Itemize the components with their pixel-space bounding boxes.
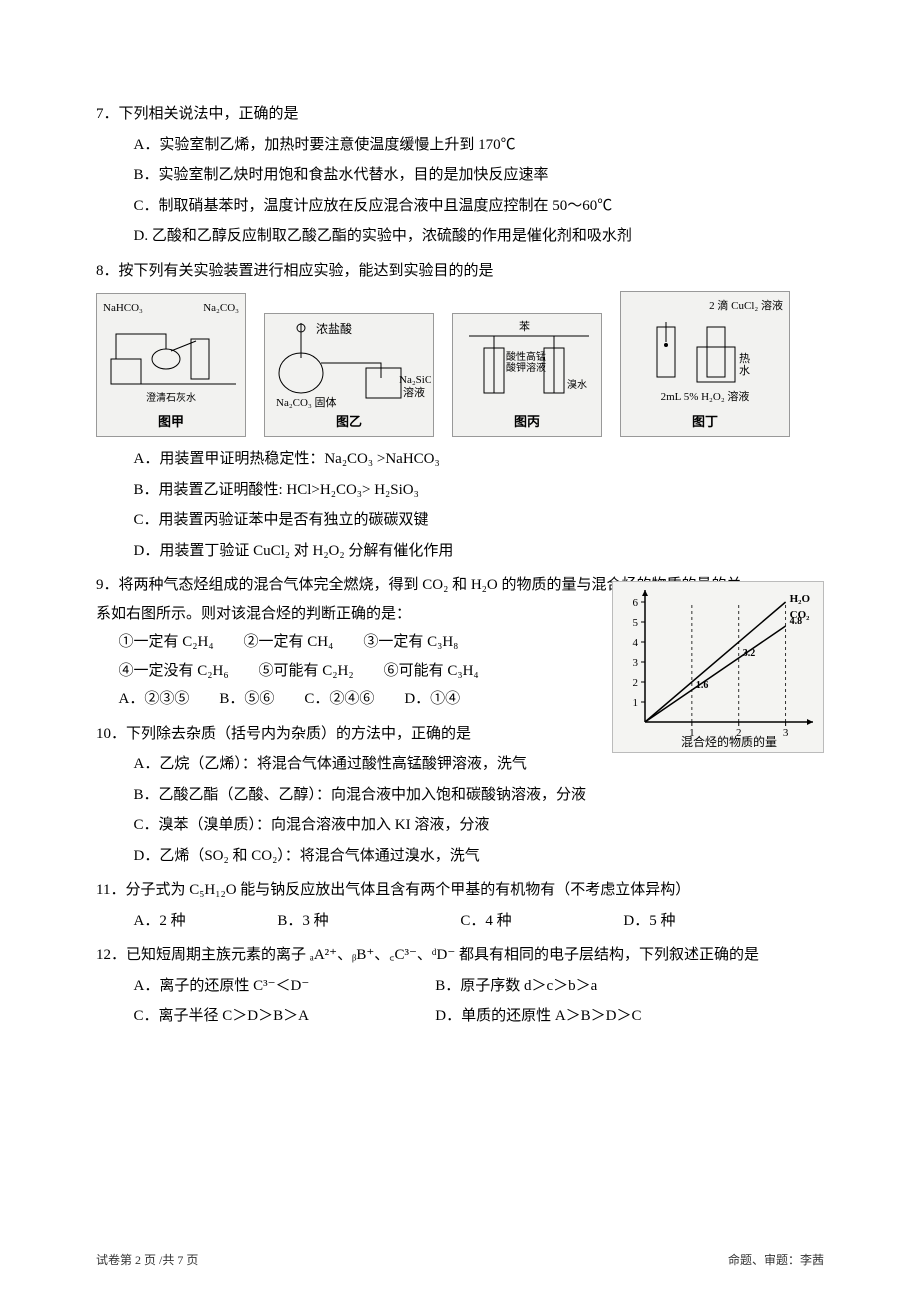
- q7-opt-b: B．实验室制乙炔时用饱和食盐水代替水，目的是加快反应速率: [96, 161, 824, 190]
- apparatus-ding-icon: 热 水: [627, 317, 787, 387]
- fig-yi-t4: Na₂CO₃ 固体: [276, 395, 337, 408]
- fig-ding-t2: 热: [739, 352, 750, 365]
- figure-yi: 浓盐酸 Na₂SiO₃ 溶液 Na₂CO₃ 固体 图乙: [264, 313, 434, 438]
- fig-ding-t1: 2 滴 CuCl₂ 溶液: [627, 296, 783, 317]
- svg-text:4.8: 4.8: [790, 616, 803, 627]
- fig-jia-label1: NaHCO₃: [103, 298, 143, 319]
- fig-ding-caption: 图丁: [627, 410, 783, 435]
- question-7: 7．下列相关说法中，正确的是 A．实验室制乙烯，加热时要注意使温度缓慢上升到 1…: [96, 100, 824, 251]
- q11-stem: 11．分子式为 C₅H₁₂O 能与钠反应放出气体且含有两个甲基的有机物有（不考虑…: [96, 876, 824, 905]
- svg-text:3.2: 3.2: [743, 648, 756, 659]
- fig-bing-t4: 溴水: [567, 378, 587, 391]
- q12-opt-d: D．单质的还原性 A＞B＞D＞C: [435, 1002, 641, 1031]
- fig-bing-t3: 酸钾溶液: [506, 361, 546, 374]
- footer-right: 命题、审题：李茜: [728, 1249, 824, 1272]
- q11-opt-b: B．3 种: [277, 907, 328, 936]
- q7-stem: 7．下列相关说法中，正确的是: [96, 100, 824, 129]
- q10-opt-a: A．乙烷（乙烯）：将混合气体通过酸性高锰酸钾溶液，洗气: [96, 750, 824, 779]
- q12-opt-c: C．离子半径 C＞D＞B＞A: [134, 1002, 394, 1031]
- apparatus-bing-icon: 苯 酸性高锰 酸钾溶液 溴水: [459, 318, 599, 408]
- fig-jia-label2: Na₂CO₃: [203, 298, 239, 319]
- fig-bing-t1: 苯: [519, 319, 530, 333]
- svg-text:4: 4: [633, 637, 639, 649]
- q10-opt-d: D．乙烯（SO₂ 和 CO₂）：将混合气体通过溴水，洗气: [96, 842, 824, 871]
- q12-row1: A．离子的还原性 C³⁻＜D⁻ B．原子序数 d＞c＞b＞a: [96, 972, 824, 1001]
- svg-text:6: 6: [633, 597, 639, 609]
- question-11: 11．分子式为 C₅H₁₂O 能与钠反应放出气体且含有两个甲基的有机物有（不考虑…: [96, 876, 824, 935]
- apparatus-jia-icon: [106, 319, 236, 389]
- question-12: 12．已知短周期主族元素的离子 ₐA²⁺、ᵦB⁺、꜀C³⁻、ᵈD⁻ 都具有相同的…: [96, 941, 824, 1031]
- q10-opt-b: B．乙酸乙酯（乙酸、乙醇）：向混合液中加入饱和碳酸钠溶液，分液: [96, 781, 824, 810]
- q12-stem: 12．已知短周期主族元素的离子 ₐA²⁺、ᵦB⁺、꜀C³⁻、ᵈD⁻ 都具有相同的…: [96, 941, 824, 970]
- q8-opt-d: D．用装置丁验证 CuCl₂ 对 H₂O₂ 分解有催化作用: [96, 537, 824, 566]
- q12-opt-b: B．原子序数 d＞c＞b＞a: [435, 972, 597, 1001]
- q8-figure-row: NaHCO₃ Na₂CO₃ 澄清石灰水 图甲: [96, 291, 824, 437]
- figure-bing: 苯 酸性高锰 酸钾溶液 溴水 图丙: [452, 313, 602, 438]
- q10-opt-c: C．溴苯（溴单质）：向混合溶液中加入 KI 溶液，分液: [96, 811, 824, 840]
- fig-yi-t1: 浓盐酸: [316, 321, 352, 336]
- q7-opt-a: A．实验室制乙烯，加热时要注意使温度缓慢上升到 170℃: [96, 131, 824, 160]
- q8-stem: 8．按下列有关实验装置进行相应实验，能达到实验目的的是: [96, 257, 824, 286]
- q7-opt-c: C．制取硝基苯时，温度计应放在反应混合液中且温度应控制在 50～60℃: [96, 192, 824, 221]
- question-8: 8．按下列有关实验装置进行相应实验，能达到实验目的的是 NaHCO₃ Na₂CO…: [96, 257, 824, 566]
- svg-text:3: 3: [633, 657, 639, 669]
- fig-jia-caption: 图甲: [103, 410, 239, 435]
- figure-ding: 2 滴 CuCl₂ 溶液 热 水 2mL 5% H₂O₂ 溶液 图丁: [620, 291, 790, 437]
- q8-opt-b: B．用装置乙证明酸性: HCl>H₂CO₃> H₂SiO₃: [96, 476, 824, 505]
- fig-bing-t2: 酸性高锰: [506, 350, 546, 363]
- q11-opt-d: D．5 种: [623, 907, 675, 936]
- fig-yi-caption: 图乙: [271, 410, 427, 435]
- q9-chart: 123123456H₂OCO₂1.63.24.8混合烃的物质的量: [612, 581, 824, 753]
- q11-opt-c: C．4 种: [460, 907, 511, 936]
- svg-text:混合烃的物质的量: 混合烃的物质的量: [681, 734, 777, 749]
- svg-text:2: 2: [633, 677, 639, 689]
- figure-jia: NaHCO₃ Na₂CO₃ 澄清石灰水 图甲: [96, 293, 246, 438]
- fig-ding-t4: 2mL 5% H₂O₂ 溶液: [627, 387, 783, 408]
- q11-opt-a: A．2 种: [134, 907, 186, 936]
- fig-yi-t2: Na₂SiO₃: [399, 374, 431, 386]
- question-9: 9．将两种气态烃组成的混合气体完全燃烧，得到 CO₂ 和 H₂O 的物质的量与混…: [96, 571, 824, 714]
- fig-yi-t3: 溶液: [403, 385, 425, 399]
- q12-row2: C．离子半径 C＞D＞B＞A D．单质的还原性 A＞B＞D＞C: [96, 1002, 824, 1031]
- svg-text:1.6: 1.6: [696, 680, 709, 691]
- fig-bing-caption: 图丙: [459, 410, 595, 435]
- svg-text:1: 1: [633, 697, 639, 709]
- q8-opt-a: A．用装置甲证明热稳定性：Na₂CO₃ >NaHCO₃: [96, 445, 824, 474]
- svg-text:3: 3: [783, 727, 789, 739]
- fig-jia-label3: 澄清石灰水: [103, 389, 239, 408]
- svg-text:H₂O: H₂O: [790, 593, 811, 605]
- q12-opt-a: A．离子的还原性 C³⁻＜D⁻: [134, 972, 394, 1001]
- q7-opt-d: D. 乙酸和乙醇反应制取乙酸乙酯的实验中，浓硫酸的作用是催化剂和吸水剂: [96, 222, 824, 251]
- q8-opt-c: C．用装置丙验证苯中是否有独立的碳碳双键: [96, 506, 824, 535]
- exam-page: 7．下列相关说法中，正确的是 A．实验室制乙烯，加热时要注意使温度缓慢上升到 1…: [0, 0, 920, 1302]
- apparatus-yi-icon: 浓盐酸 Na₂SiO₃ 溶液 Na₂CO₃ 固体: [271, 318, 431, 408]
- chart-svg: 123123456H₂OCO₂1.63.24.8混合烃的物质的量: [613, 582, 823, 752]
- page-footer: 试卷第 2 页 /共 7 页 命题、审题：李茜: [96, 1249, 824, 1272]
- svg-text:5: 5: [633, 617, 639, 629]
- q11-opts: A．2 种 B．3 种 C．4 种 D．5 种: [96, 907, 824, 936]
- fig-ding-t3: 水: [739, 364, 750, 377]
- footer-left: 试卷第 2 页 /共 7 页: [96, 1249, 198, 1272]
